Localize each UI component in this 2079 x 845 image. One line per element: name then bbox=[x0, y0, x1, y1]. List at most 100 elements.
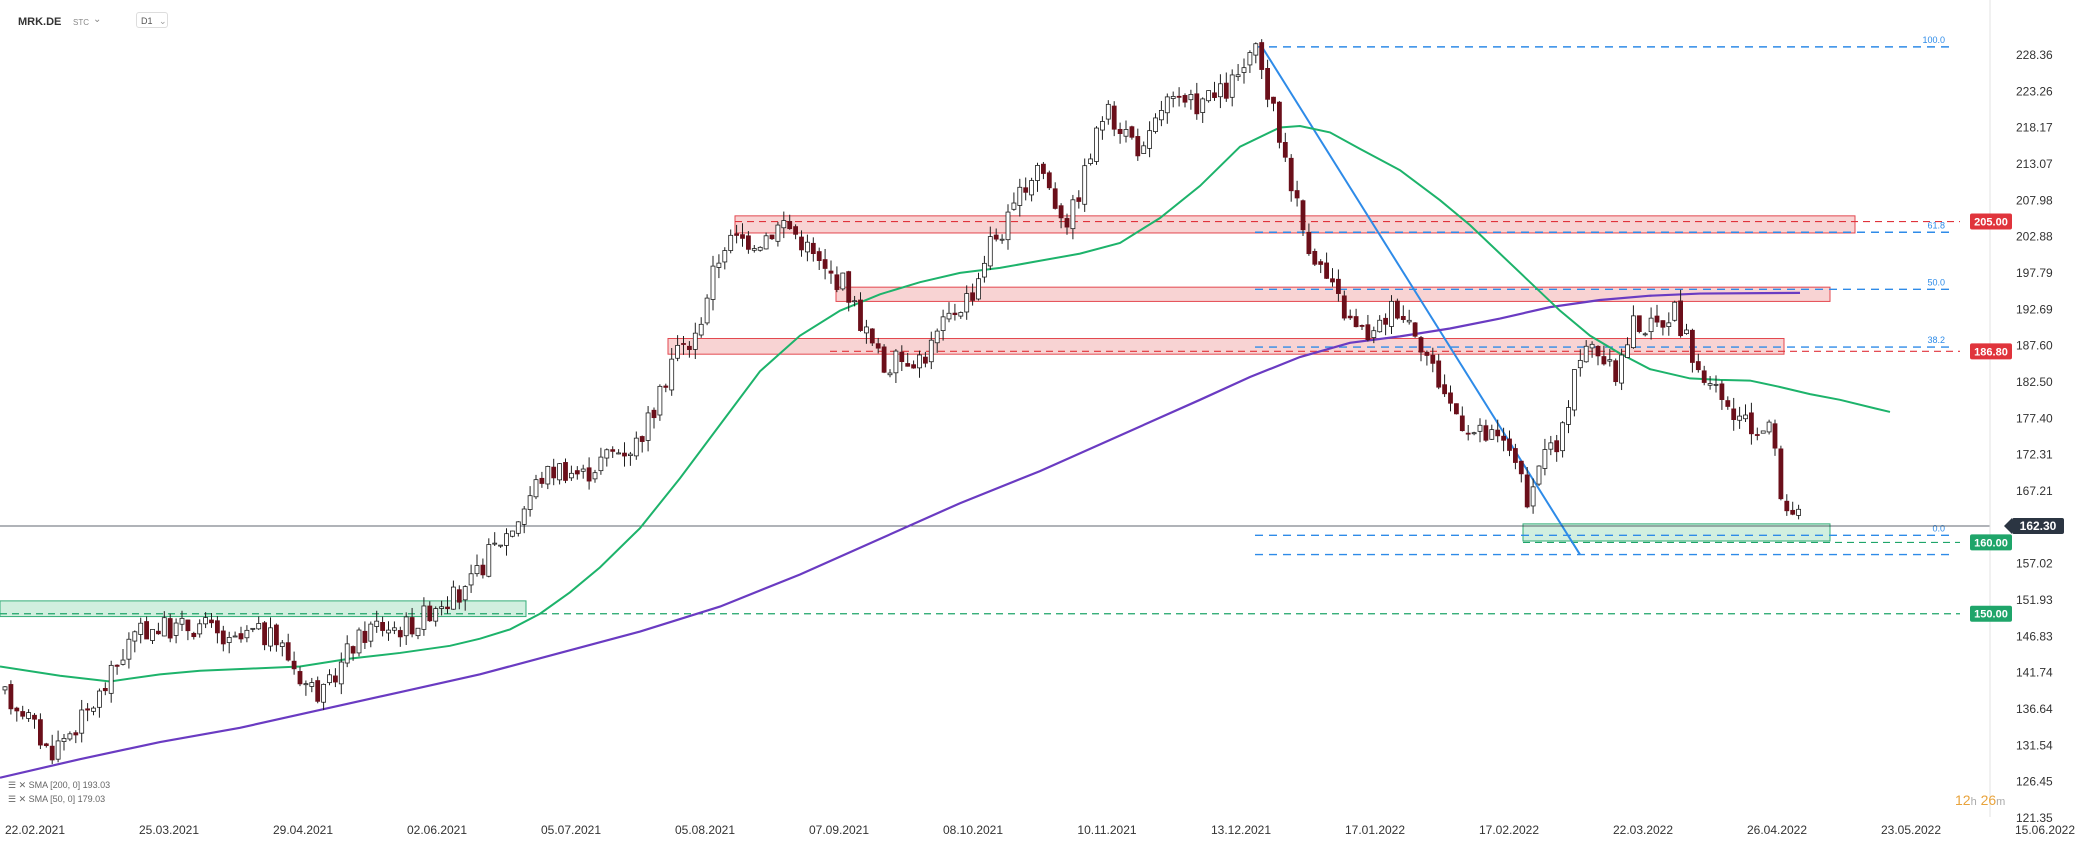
x-tick-label: 10.11.2021 bbox=[1077, 823, 1136, 837]
candle bbox=[102, 682, 108, 696]
candle-body-up bbox=[26, 712, 32, 719]
candle-body-down bbox=[1524, 474, 1530, 508]
candle-body-up bbox=[887, 372, 893, 376]
candle bbox=[1046, 170, 1052, 191]
price-label-box bbox=[2012, 518, 2064, 535]
candle bbox=[964, 285, 970, 320]
candle bbox=[1170, 91, 1176, 108]
candle-body-down bbox=[769, 234, 775, 240]
candle-body-up bbox=[569, 472, 574, 479]
candle bbox=[338, 652, 344, 695]
chevron-down-icon[interactable]: ⌄ bbox=[93, 14, 102, 25]
candle-body-up bbox=[1684, 329, 1689, 334]
candle-body-up bbox=[1548, 442, 1554, 450]
resistance-zone-195 bbox=[835, 286, 1831, 302]
candle-body-up bbox=[805, 241, 810, 253]
candle-body-up bbox=[356, 629, 362, 654]
timeframe-select[interactable]: D1 ⌄ bbox=[136, 12, 168, 28]
candle-body-down bbox=[651, 409, 657, 419]
candle-body-down bbox=[1501, 435, 1506, 441]
candle-body-down bbox=[1483, 425, 1489, 441]
candle bbox=[899, 345, 905, 372]
candle-body-up bbox=[917, 354, 922, 369]
candle bbox=[1507, 430, 1512, 457]
candle bbox=[468, 564, 474, 593]
price-label: 205.00 bbox=[1970, 213, 2012, 230]
candle bbox=[822, 248, 828, 280]
candle-body-up bbox=[1648, 317, 1654, 333]
candle-body-down bbox=[14, 707, 20, 712]
candle bbox=[226, 631, 232, 654]
candle-body-down bbox=[1064, 218, 1070, 228]
candle bbox=[1471, 431, 1477, 436]
candle-body-down bbox=[1636, 315, 1642, 332]
candle bbox=[498, 544, 504, 548]
candle bbox=[244, 625, 250, 643]
candle bbox=[970, 283, 975, 306]
candle-body-down bbox=[1194, 93, 1200, 115]
candle-body-up bbox=[616, 452, 621, 455]
candle bbox=[1412, 322, 1418, 338]
candle bbox=[1336, 269, 1341, 302]
candle bbox=[1465, 424, 1471, 441]
candle-body-down bbox=[285, 642, 291, 661]
candle-body-down bbox=[1725, 400, 1731, 407]
y-tick-label: 218.17 bbox=[2016, 121, 2053, 135]
candle-body-down bbox=[1595, 345, 1601, 357]
candle bbox=[1064, 213, 1070, 235]
candle-body-up bbox=[1017, 186, 1023, 206]
y-tick-label: 197.79 bbox=[2016, 266, 2053, 280]
candle bbox=[185, 619, 191, 641]
symbol-label[interactable]: MRK.DE bbox=[18, 16, 62, 28]
candle-body-down bbox=[1784, 500, 1790, 512]
candle bbox=[1330, 268, 1335, 287]
fib-level-label: 0.0 bbox=[1932, 523, 1945, 533]
candle-body-up bbox=[256, 623, 262, 630]
candle-body-down bbox=[1288, 157, 1294, 192]
y-tick-label: 223.26 bbox=[2016, 84, 2053, 98]
candle-body-up bbox=[386, 629, 391, 634]
candle-body-up bbox=[321, 683, 327, 703]
candle bbox=[1017, 178, 1023, 217]
candle bbox=[1153, 113, 1158, 134]
candle-body-up bbox=[669, 358, 675, 391]
candle-body-down bbox=[1341, 295, 1347, 319]
candle-body-up bbox=[504, 533, 509, 546]
candle-body-up bbox=[55, 740, 61, 760]
candle bbox=[250, 627, 256, 633]
candle-body-up bbox=[61, 738, 67, 742]
candle-body-down bbox=[1719, 383, 1725, 400]
candle bbox=[279, 640, 285, 657]
legend-sma-50[interactable]: ☰ ✕ SMA [50, 0] 179.03 bbox=[8, 794, 105, 805]
candle-body-down bbox=[539, 477, 545, 484]
y-tick-label: 121.35 bbox=[2016, 811, 2053, 825]
candle bbox=[704, 294, 710, 326]
candle-body-up bbox=[999, 238, 1005, 241]
candle bbox=[1206, 90, 1211, 103]
candle bbox=[421, 597, 427, 636]
price-label-arrow bbox=[2004, 518, 2012, 535]
candle bbox=[445, 596, 450, 614]
candle bbox=[1288, 154, 1294, 202]
candle bbox=[1277, 101, 1282, 149]
price-label-text: 186.80 bbox=[1974, 346, 2008, 358]
candle-body-down bbox=[1701, 370, 1707, 383]
candle-body-up bbox=[1477, 424, 1483, 432]
candle bbox=[1713, 375, 1719, 393]
candle bbox=[1619, 348, 1624, 391]
candle-body-up bbox=[976, 278, 981, 300]
candle-body-down bbox=[970, 292, 975, 301]
candle bbox=[928, 331, 934, 370]
candle bbox=[728, 229, 734, 254]
candle-body-up bbox=[150, 628, 155, 641]
candle bbox=[43, 742, 49, 748]
x-tick-label: 13.12.2021 bbox=[1211, 823, 1271, 837]
candle-body-up bbox=[840, 272, 846, 290]
candle-body-down bbox=[905, 363, 911, 367]
legend-sma-200[interactable]: ☰ ✕ SMA [200, 0] 193.03 bbox=[8, 780, 110, 791]
candle bbox=[1648, 307, 1654, 340]
fib-level-label: 50.0 bbox=[1927, 277, 1945, 287]
price-label-text: 160.00 bbox=[1974, 537, 2008, 549]
candle bbox=[433, 606, 439, 627]
